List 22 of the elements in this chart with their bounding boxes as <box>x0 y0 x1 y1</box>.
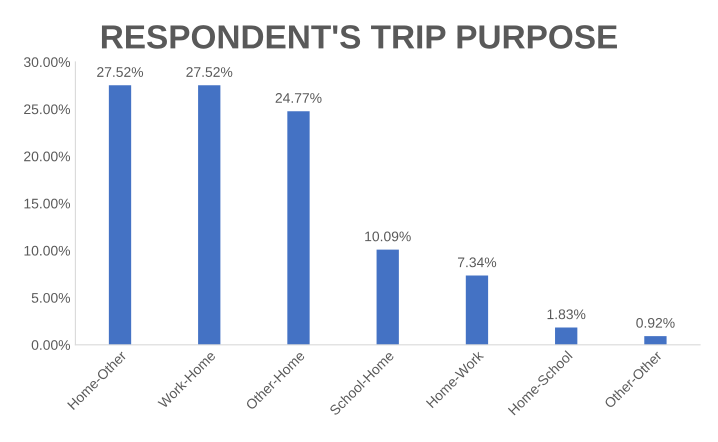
bar <box>466 276 488 345</box>
bar <box>198 85 220 345</box>
data-label: 27.52% <box>186 67 232 77</box>
y-tick-label: 20.00% <box>24 152 70 162</box>
y-tick-label: 15.00% <box>24 198 70 208</box>
data-label: 27.52% <box>97 67 144 77</box>
data-label: 1.83% <box>548 309 586 320</box>
data-label: 24.77% <box>276 93 322 103</box>
bar <box>555 328 578 345</box>
chart-title: RESPONDENT'S TRIP PURPOSE <box>102 25 617 49</box>
data-label: 10.09% <box>365 231 411 242</box>
y-tick-label: 30.00% <box>24 57 70 68</box>
bar <box>287 111 310 345</box>
bar <box>644 336 667 345</box>
data-label: 0.92% <box>636 318 675 328</box>
y-tick-label: 25.00% <box>24 104 70 114</box>
y-tick-label: 5.00% <box>32 292 70 303</box>
bar <box>376 250 399 345</box>
data-label: 7.34% <box>458 257 496 268</box>
y-tick-label: 0.00% <box>32 340 70 350</box>
bar <box>108 85 132 345</box>
y-tick-label: 10.00% <box>24 246 70 256</box>
